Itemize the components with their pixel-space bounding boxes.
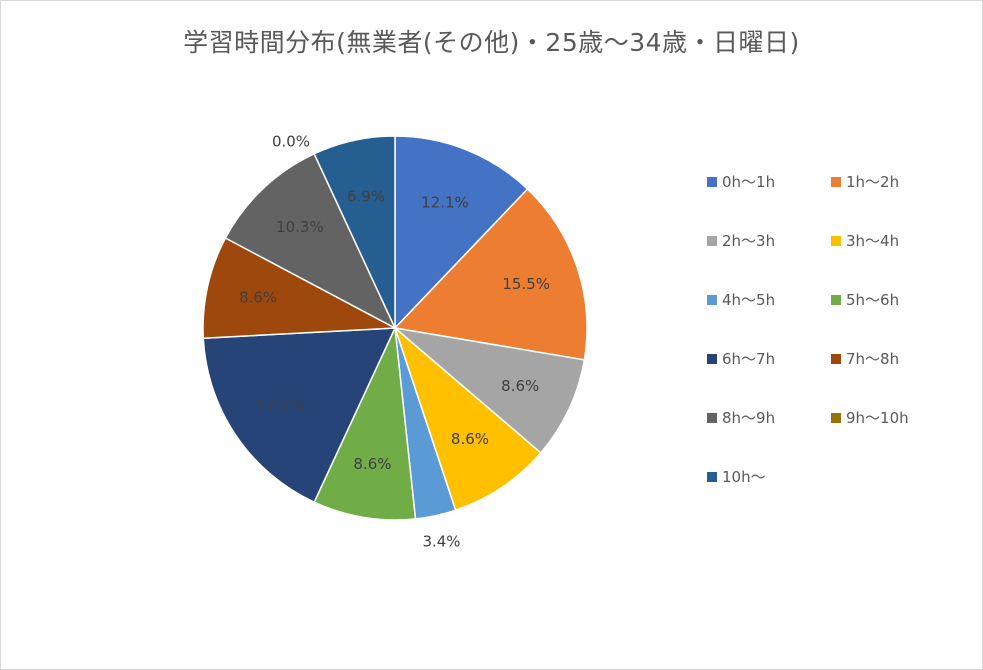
pie-slice-7: [202, 327, 397, 504]
legend-item-9: 8h～9h: [707, 407, 775, 428]
legend-label: 1h～2h: [846, 173, 900, 191]
pie-slice-1: [394, 135, 529, 330]
data-label-8: 8.6%: [239, 288, 277, 306]
legend-swatch: [831, 353, 841, 364]
legend-swatch: [707, 353, 717, 364]
legend-label: 0h～1h: [722, 173, 776, 191]
pie-slice-3: [392, 326, 586, 454]
pie-slice-9: [224, 152, 397, 330]
legend-swatch: [707, 294, 717, 305]
legend-swatch: [831, 176, 841, 187]
legend-item-2: 1h～2h: [831, 171, 899, 192]
data-label-5: 3.4%: [422, 532, 460, 550]
pie-slice-2: [393, 188, 588, 361]
legend-label: 6h～7h: [722, 350, 776, 368]
legend-swatch: [831, 294, 841, 305]
legend-item-3: 2h～3h: [707, 230, 775, 251]
data-label-10: 0.0%: [272, 133, 310, 151]
legend-label: 9h～10h: [846, 409, 909, 427]
data-label-9: 10.3%: [276, 218, 324, 236]
data-label-7: 17.2%: [257, 396, 305, 414]
legend-swatch: [831, 235, 841, 246]
pie-slice-4: [393, 325, 542, 512]
legend-item-8: 7h～8h: [831, 348, 899, 369]
legend-label: 8h～9h: [722, 409, 776, 427]
legend-item-1: 0h～1h: [707, 171, 775, 192]
data-label-4: 8.6%: [451, 430, 489, 448]
legend-item-7: 6h～7h: [707, 348, 775, 369]
legend-label: 2h～3h: [722, 232, 776, 250]
data-label-11: 6.9%: [347, 187, 385, 205]
legend-swatch: [831, 412, 841, 423]
data-label-1: 12.1%: [421, 194, 469, 212]
legend-label: 4h～5h: [722, 291, 776, 309]
data-label-2: 15.5%: [502, 275, 550, 293]
chart-title: 学習時間分布(無業者(その他)・25歳～34歳・日曜日): [183, 28, 800, 57]
legend-label: 3h～4h: [846, 232, 900, 250]
legend-swatch: [707, 235, 717, 246]
legend-item-6: 5h～6h: [831, 289, 899, 310]
legend-swatch: [707, 176, 717, 187]
data-label-6: 8.6%: [353, 455, 391, 473]
legend-item-10: 9h～10h: [831, 407, 909, 428]
legend-item-11: 10h～: [707, 466, 766, 487]
pie-slice-8: [202, 236, 398, 340]
legend-swatch: [707, 412, 717, 423]
pie-slice-11: [313, 135, 396, 329]
legend-label: 5h～6h: [846, 291, 900, 309]
legend-label: 10h～: [722, 468, 766, 486]
legend-swatch: [707, 471, 717, 482]
legend-item-4: 3h～4h: [831, 230, 899, 251]
data-label-3: 8.6%: [501, 377, 539, 395]
legend-label: 7h～8h: [846, 350, 900, 368]
pie-slice-6: [313, 325, 417, 521]
legend-item-5: 4h～5h: [707, 289, 775, 310]
